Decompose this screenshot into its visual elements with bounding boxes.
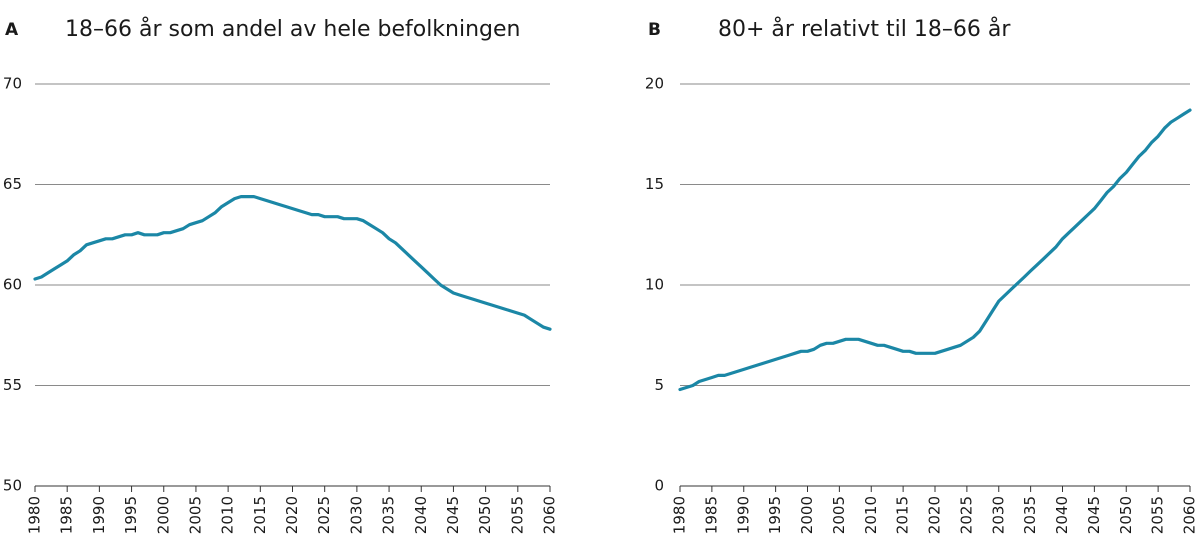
x-tick-label: 2025 [315,496,333,534]
x-tick-label: 2040 [412,496,430,534]
x-tick-label: 2020 [926,496,944,534]
x-tick-label: 2055 [1149,496,1167,534]
x-tick-label: 2060 [1181,496,1199,534]
x-tick-label: 2060 [541,496,559,534]
x-tick-label: 2020 [283,496,301,534]
x-tick-label: 2030 [347,496,365,534]
y-tick-label: 20 [645,75,664,93]
panel-label: A [5,20,19,40]
y-tick-label: 15 [645,175,664,193]
x-tick-label: 1980 [671,496,689,534]
y-tick-label: 65 [3,175,22,193]
x-tick-label: 2040 [1053,496,1071,534]
y-tick-label: 0 [654,477,664,495]
x-tick-label: 2010 [219,496,237,534]
x-tick-label: 2055 [508,496,526,534]
y-tick-label: 50 [3,477,22,495]
y-tick-label: 60 [3,276,22,294]
data-line [33,195,552,331]
x-tick-label: 2030 [989,496,1007,534]
x-tick-label: 1995 [766,496,784,534]
x-tick-label: 2005 [830,496,848,534]
x-tick-label: 2000 [798,496,816,534]
x-tick-label: 1980 [26,496,44,534]
y-tick-label: 10 [645,276,664,294]
x-tick-label: 1990 [90,496,108,534]
x-tick-label: 2015 [894,496,912,534]
data-line [678,108,1192,392]
x-tick-label: 1985 [58,496,76,534]
y-tick-label: 5 [654,376,664,394]
x-tick-label: 2045 [444,496,462,534]
x-tick-label: 2000 [154,496,172,534]
x-tick-label: 2015 [251,496,269,534]
x-tick-label: 2035 [380,496,398,534]
x-tick-label: 2005 [186,496,204,534]
x-tick-label: 1985 [702,496,720,534]
panel-label: B [648,20,661,40]
x-tick-label: 2010 [862,496,880,534]
y-tick-label: 55 [3,376,22,394]
x-tick-label: 2045 [1085,496,1103,534]
x-tick-label: 2050 [1117,496,1135,534]
x-tick-label: 1995 [122,496,140,534]
chart-title: 80+ år relativt til 18–66 år [718,16,1011,42]
x-tick-label: 2035 [1021,496,1039,534]
chart-title: 18–66 år som andel av hele befolkningen [65,16,521,42]
x-tick-label: 1990 [734,496,752,534]
y-tick-label: 70 [3,75,22,93]
x-tick-label: 2050 [476,496,494,534]
x-tick-label: 2025 [957,496,975,534]
